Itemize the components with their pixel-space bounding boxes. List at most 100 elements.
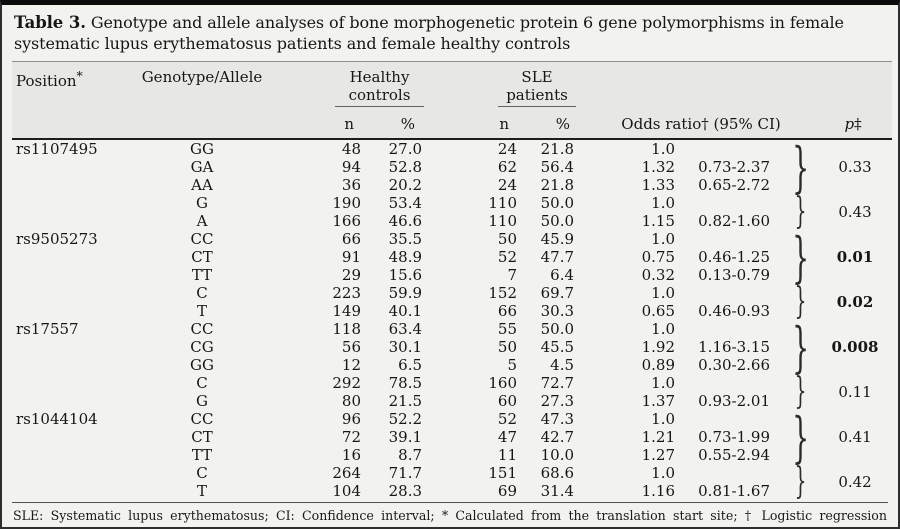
table-row: A 166 46.6 110 50.0 1.15 0.82-1.60 [12, 212, 892, 230]
table-row: GA 94 52.8 62 56.4 1.32 0.73-2.37 [12, 158, 892, 176]
brace-glyph: } [795, 280, 807, 323]
table-row: C 223 59.9 152 69.7 1.0} 0.02 [12, 283, 892, 319]
cell-odds-ratio: 1.0 [651, 319, 676, 338]
cell-ci: 0.93-2.01 [698, 391, 771, 410]
brace-glyph: } [795, 370, 807, 413]
cell-hc-n: 96 [341, 409, 361, 428]
table-row: T 104 28.3 69 31.4 1.16 0.81-1.67 [12, 482, 892, 500]
cell-ci: 0.46-1.25 [698, 247, 771, 266]
cell-sle-pct: 50.0 [540, 211, 575, 230]
cell-position [12, 356, 137, 374]
cell-hc-n: 292 [332, 373, 361, 392]
cell-sle-pct: 31.4 [540, 481, 575, 500]
table-caption: Table 3. Genotype and allele analyses of… [2, 5, 898, 55]
brace-glyph: } [792, 315, 810, 379]
cell-odds-ratio: 1.0 [651, 193, 676, 212]
brace-glyph: } [792, 405, 810, 469]
col-header-healthy-controls: Healthy controls [267, 60, 425, 107]
cell-hc-pct: 8.7 [398, 445, 423, 464]
cell-sle-n: 52 [497, 247, 518, 266]
group-brace: } [776, 230, 826, 284]
cell-odds-ratio: 1.15 [641, 211, 676, 230]
cell-odds-ratio: 1.32 [641, 157, 676, 176]
cell-hc-n: 223 [332, 283, 361, 302]
cell-ci [678, 194, 776, 212]
cell-ci: 0.13-0.79 [698, 265, 771, 284]
cell-sle-pct: 72.7 [540, 373, 575, 392]
cell-genotype: C [196, 373, 208, 392]
cell-ci: 0.55-2.94 [698, 445, 771, 464]
cell-genotype: GG [190, 139, 214, 158]
cell-hc-n: 149 [332, 301, 361, 320]
cell-genotype: A [196, 211, 208, 230]
group-brace: } [776, 463, 826, 500]
cell-position [12, 158, 137, 176]
cell-sle-pct: 56.4 [540, 157, 575, 176]
cell-genotype: GG [190, 355, 214, 374]
cell-hc-pct: 53.4 [388, 193, 423, 212]
position-header-asterisk: * [76, 67, 83, 83]
table-row: G 190 53.4 110 50.0 1.0} 0.43 [12, 193, 892, 229]
cell-sle-pct: 4.5 [550, 355, 575, 374]
data-table: Position* Genotype/Allele Healthy contro… [12, 60, 893, 500]
cell-odds-ratio: 1.92 [641, 337, 676, 356]
cell-odds-ratio: 0.65 [641, 301, 676, 320]
cell-ci: 0.81-1.67 [698, 481, 771, 500]
cell-genotype: C [196, 463, 208, 482]
healthy-controls-label: Healthy controls [335, 68, 425, 107]
cell-hc-pct: 52.8 [388, 157, 423, 176]
cell-hc-pct: 71.7 [388, 463, 423, 482]
cell-sle-n: 152 [488, 283, 518, 302]
cell-hc-pct: 27.0 [388, 139, 423, 158]
cell-odds-ratio: 1.0 [651, 283, 676, 302]
cell-position: rs9505273 [16, 229, 98, 248]
cell-ci [678, 374, 776, 392]
cell-ci: 0.73-1.99 [698, 427, 771, 446]
cell-odds-ratio: 1.21 [641, 427, 676, 446]
table-row: G 80 21.5 60 27.3 1.37 0.93-2.01 [12, 392, 892, 410]
cell-hc-n: 16 [341, 445, 361, 464]
cell-sle-pct: 6.4 [550, 265, 575, 284]
cell-sle-pct: 27.3 [540, 391, 575, 410]
cell-p-value: 0.008 [831, 337, 879, 356]
cell-sle-pct: 21.8 [540, 139, 575, 158]
cell-sle-n: 110 [488, 211, 518, 230]
cell-odds-ratio: 0.89 [641, 355, 676, 374]
cell-sle-n: 62 [497, 157, 518, 176]
header-row-sub: n % n % [12, 106, 892, 140]
cell-hc-n: 264 [332, 463, 361, 482]
cell-sle-n: 151 [488, 463, 518, 482]
table-row: T 149 40.1 66 30.3 0.65 0.46-0.93 [12, 302, 892, 320]
table-row: CT 91 48.9 52 47.7 0.75 0.46-1.25 [12, 248, 892, 266]
cell-ci: 0.73-2.37 [698, 157, 771, 176]
cell-odds-ratio: 1.0 [651, 229, 676, 248]
table-row: TT 16 8.7 11 10.0 1.27 0.55-2.94 [12, 446, 892, 464]
cell-genotype: CC [190, 229, 214, 248]
cell-ci [678, 230, 776, 248]
cell-position [12, 266, 137, 284]
cell-hc-pct: 30.1 [388, 337, 423, 356]
table-row: C 264 71.7 151 68.6 1.0} 0.42 [12, 463, 892, 499]
cell-sle-n: 55 [497, 319, 518, 338]
cell-p-value: 0.33 [838, 157, 872, 176]
cell-genotype: G [196, 193, 208, 212]
cell-hc-n: 80 [341, 391, 361, 410]
cell-hc-n: 36 [341, 175, 361, 194]
cell-hc-pct: 46.6 [388, 211, 423, 230]
cell-hc-pct: 20.2 [388, 175, 423, 194]
cell-sle-n: 69 [497, 481, 518, 500]
cell-sle-pct: 69.7 [540, 283, 575, 302]
table-body: rs1107495 GG 48 27.0 24 21.8 1.0} 0.33 GA 94 52.8 6… [12, 139, 892, 500]
cell-position [12, 446, 137, 464]
table-row: TT 29 15.6 7 6.4 0.32 0.13-0.79 [12, 266, 892, 284]
cell-odds-ratio: 0.32 [641, 265, 676, 284]
cell-sle-pct: 68.6 [540, 463, 575, 482]
cell-sle-n: 160 [488, 373, 518, 392]
cell-sle-pct: 47.3 [540, 409, 575, 428]
cell-sle-pct: 45.9 [540, 229, 575, 248]
cell-sle-n: 11 [497, 445, 518, 464]
cell-ci [678, 464, 776, 482]
cell-p-value: 0.01 [836, 247, 874, 266]
cell-ci: 0.46-0.93 [698, 301, 771, 320]
cell-position [12, 212, 137, 230]
